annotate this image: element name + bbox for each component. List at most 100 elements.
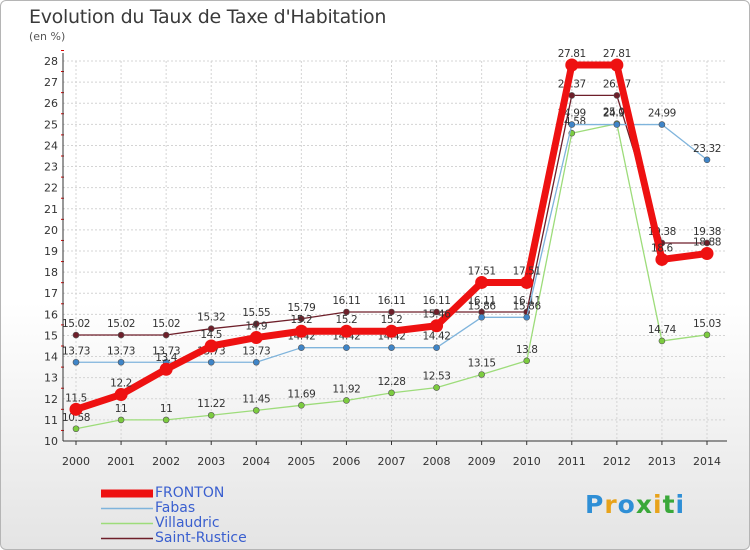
y-tick-label-12: 12 <box>44 393 58 406</box>
data-point-fronton-2003 <box>204 339 218 353</box>
legend-item-fronton: FRONTON <box>101 486 247 501</box>
data-point-fabas-2006 <box>343 344 350 351</box>
data-point-fabas-2012 <box>613 121 621 128</box>
legend-label-fabas: Fabas <box>155 500 196 516</box>
data-label-villaudric-2008: 12.53 <box>423 371 451 383</box>
data-label-villaudric-2004: 11.45 <box>242 393 270 405</box>
logo-letter: x <box>635 490 653 519</box>
y-tick-label-11: 11 <box>44 414 58 427</box>
data-point-saint-rustice-2005 <box>298 315 305 323</box>
data-label-saint-rustice-2010: 16.11 <box>513 295 541 307</box>
data-point-saint-rustice-2014 <box>703 239 711 247</box>
data-label-fronton-2007: 15.2 <box>381 314 403 326</box>
data-label-villaudric-2007: 12.28 <box>377 376 405 388</box>
y-tick-label-21: 21 <box>44 203 58 216</box>
data-point-saint-rustice-2004 <box>252 320 260 328</box>
logo-letter: i <box>675 490 686 519</box>
data-label-saint-rustice-2001: 15.02 <box>107 318 135 330</box>
legend-item-fabas: Fabas <box>101 501 247 516</box>
data-label-fronton-2014: 18.88 <box>693 237 721 249</box>
chart-subtitle: (en %) <box>29 30 66 43</box>
y-tick-label-22: 22 <box>44 182 58 195</box>
data-point-fabas-2007 <box>388 344 395 351</box>
data-label-villaudric-2002: 11 <box>160 403 173 415</box>
y-tick-label-24: 24 <box>44 139 58 152</box>
data-point-villaudric-2003 <box>207 411 215 419</box>
data-label-fabas-2014: 23.32 <box>693 143 721 155</box>
data-label-villaudric-2005: 11.69 <box>287 388 315 400</box>
data-point-fronton-2014 <box>700 247 714 261</box>
data-point-villaudric-2007 <box>388 389 395 397</box>
y-tick-label-19: 19 <box>44 245 58 258</box>
data-point-fabas-2008 <box>433 344 440 351</box>
data-label-saint-rustice-2005: 15.79 <box>287 302 315 314</box>
data-label-fronton-2013: 18.6 <box>651 242 673 254</box>
data-label-villaudric-2010: 13.8 <box>516 344 538 356</box>
data-point-fabas-2009 <box>478 313 485 321</box>
y-tick-label-17: 17 <box>44 287 58 300</box>
y-tick-label-23: 23 <box>44 161 58 174</box>
data-label-fabas-2010: 15.86 <box>513 300 542 312</box>
logo-letter: P <box>585 490 605 519</box>
data-point-saint-rustice-2000 <box>72 331 80 339</box>
data-point-fronton-2012 <box>610 58 624 72</box>
data-point-saint-rustice-2012 <box>613 92 621 99</box>
data-label-villaudric-2006: 11.92 <box>332 383 360 395</box>
data-point-villaudric-2002 <box>162 416 170 424</box>
logo-letter: r <box>604 490 618 519</box>
data-point-villaudric-2000 <box>72 425 80 433</box>
y-tick-label-28: 28 <box>44 55 58 68</box>
legend-item-saint-rustice: Saint-Rustice <box>101 531 247 546</box>
legend-item-villaudric: Villaudric <box>101 516 247 531</box>
data-label-saint-rustice-2000: 15.02 <box>62 318 90 330</box>
data-label-fabas-2001: 13.73 <box>107 345 135 357</box>
data-point-fronton-2002 <box>159 362 173 376</box>
y-tick-label-14: 14 <box>44 351 58 364</box>
data-point-fronton-2013 <box>655 252 669 266</box>
data-point-fronton-2000 <box>69 402 83 416</box>
proxiti-logo: Proxiti <box>585 490 685 519</box>
data-point-villaudric-2004 <box>252 407 260 414</box>
data-point-saint-rustice-2001 <box>117 331 125 339</box>
data-point-saint-rustice-2008 <box>433 308 440 316</box>
data-point-fronton-2007 <box>385 324 398 338</box>
data-label-saint-rustice-2004: 15.55 <box>242 307 270 319</box>
data-point-fronton-2004 <box>249 331 263 345</box>
data-point-saint-rustice-2003 <box>207 325 215 332</box>
data-label-saint-rustice-2006: 16.11 <box>332 295 360 307</box>
x-tick-label-2002: 2002 <box>152 455 180 468</box>
data-point-fronton-2008 <box>430 319 444 333</box>
data-point-fabas-2013 <box>658 121 666 128</box>
x-tick-label-2013: 2013 <box>648 455 676 468</box>
legend-label-villaudric: Villaudric <box>155 515 220 531</box>
x-tick-label-2011: 2011 <box>558 455 586 468</box>
data-point-villaudric-2014 <box>703 331 711 339</box>
data-point-villaudric-2008 <box>433 384 440 391</box>
x-tick-label-2010: 2010 <box>513 455 541 468</box>
data-point-fronton-2011 <box>565 58 579 72</box>
y-tick-label-15: 15 <box>44 329 58 342</box>
data-point-fronton-2010 <box>520 275 534 289</box>
data-label-fronton-2001: 12.2 <box>110 378 132 390</box>
data-point-fronton-2006 <box>339 324 353 338</box>
data-label-fabas-2002: 13.73 <box>152 345 180 357</box>
data-point-villaudric-2010 <box>523 357 531 365</box>
data-point-fronton-2005 <box>294 324 308 338</box>
legend-swatch-fabas <box>101 507 153 510</box>
x-tick-label-2003: 2003 <box>197 455 225 468</box>
chart-title: Evolution du Taux de Taxe d'Habitation <box>29 6 387 28</box>
data-label-fronton-2010: 17.51 <box>513 265 541 277</box>
data-point-fabas-2011 <box>568 121 576 128</box>
data-label-fabas-2008: 14.42 <box>423 331 451 343</box>
x-tick-label-2000: 2000 <box>62 455 90 468</box>
data-point-fabas-2005 <box>298 344 305 351</box>
data-label-fronton-2011: 27.81 <box>558 48 586 60</box>
data-label-villaudric-2014: 15.03 <box>693 318 721 330</box>
y-tick-label-10: 10 <box>44 435 58 448</box>
y-tick-label-25: 25 <box>44 118 58 131</box>
x-tick-label-2009: 2009 <box>468 455 496 468</box>
data-point-fabas-2010 <box>523 313 531 321</box>
data-point-fabas-2003 <box>207 358 215 366</box>
data-label-saint-rustice-2014: 19.38 <box>693 226 721 238</box>
